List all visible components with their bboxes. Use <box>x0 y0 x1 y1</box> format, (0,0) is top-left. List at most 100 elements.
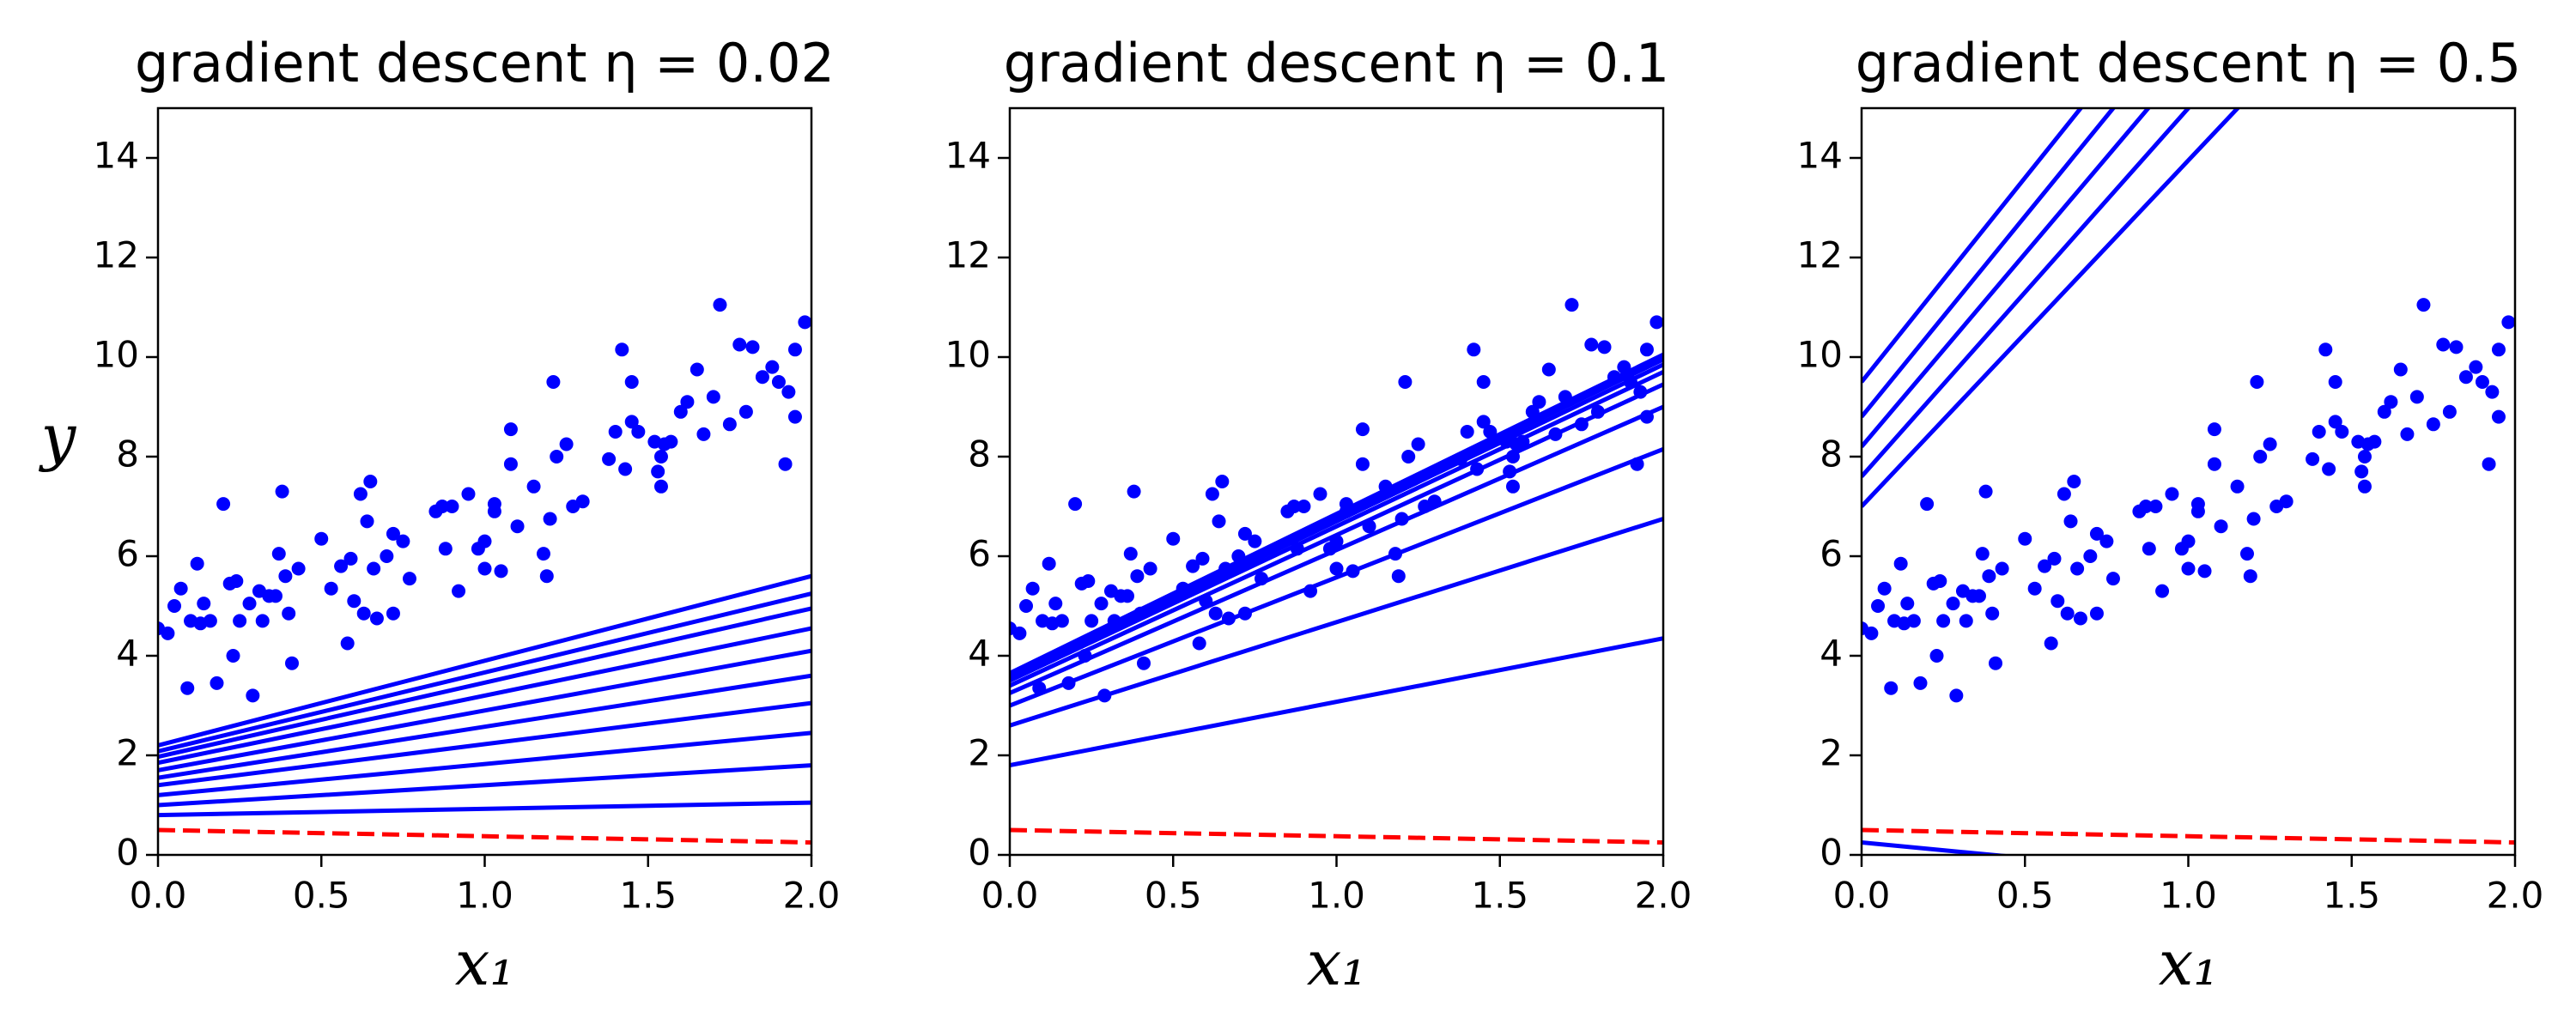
x-tick-label: 0.0 <box>981 875 1039 917</box>
point <box>1900 597 1915 611</box>
point <box>2063 514 2078 529</box>
point <box>1476 415 1491 429</box>
line <box>158 700 811 788</box>
point <box>1094 597 1109 611</box>
point <box>1215 475 1230 488</box>
x-tick-label: 1.5 <box>619 875 677 917</box>
point <box>356 606 371 621</box>
y-tick-label: 0 <box>1820 832 1843 874</box>
y-tick-label: 10 <box>94 334 139 376</box>
x-tick-label: 0.0 <box>130 875 187 917</box>
x-tick-label: 1.5 <box>2323 875 2380 917</box>
line <box>158 573 811 748</box>
x-tick-label: 0.0 <box>1833 875 1891 917</box>
point <box>536 547 550 561</box>
point <box>2044 636 2058 651</box>
point <box>680 395 695 409</box>
point <box>1460 425 1474 439</box>
point <box>268 589 283 603</box>
point <box>781 385 796 399</box>
y-tick-label: 14 <box>94 135 139 177</box>
point <box>2067 475 2081 488</box>
point <box>543 512 557 526</box>
point <box>402 572 416 586</box>
point <box>2279 494 2293 509</box>
point <box>798 315 811 330</box>
point <box>755 370 769 385</box>
point <box>2148 500 2163 513</box>
point <box>2384 395 2398 409</box>
point <box>2089 606 2104 621</box>
point <box>2214 519 2228 534</box>
point <box>1871 599 1886 613</box>
y-tick-label: 12 <box>1797 234 1843 276</box>
x-tick-label: 1.0 <box>1308 875 1365 917</box>
point <box>340 636 355 651</box>
point <box>1287 500 1302 513</box>
point <box>1505 479 1520 494</box>
point <box>696 427 711 441</box>
point <box>1048 597 1063 611</box>
point <box>386 606 400 621</box>
line <box>1862 108 2191 478</box>
point <box>216 497 231 512</box>
point <box>190 556 204 571</box>
point <box>1313 487 1327 501</box>
point <box>624 375 639 389</box>
point <box>653 479 668 494</box>
point <box>1186 559 1200 573</box>
point <box>539 569 554 584</box>
point <box>452 584 466 598</box>
y-tick-label: 10 <box>1797 334 1843 376</box>
point <box>2357 450 2372 464</box>
point <box>2426 417 2440 432</box>
point <box>2139 500 2154 513</box>
point <box>435 500 450 513</box>
line <box>158 648 811 772</box>
point <box>285 656 300 670</box>
point <box>510 519 525 534</box>
point <box>1877 581 1892 596</box>
point <box>226 649 240 663</box>
y-axis-label: y <box>39 401 77 473</box>
point <box>1195 551 1210 566</box>
point <box>2207 422 2221 437</box>
point <box>2357 479 2372 494</box>
line <box>158 606 811 760</box>
point <box>477 534 492 548</box>
point <box>1401 450 1416 464</box>
point <box>1019 599 1034 613</box>
point <box>1012 626 1027 640</box>
point <box>369 611 384 626</box>
axes-frame <box>1008 106 1665 857</box>
point <box>334 559 349 573</box>
point <box>1906 614 1921 628</box>
point <box>1913 676 1928 690</box>
line <box>1010 352 1663 676</box>
line <box>1010 362 1663 681</box>
point <box>353 487 368 501</box>
line <box>158 626 811 766</box>
point <box>2099 534 2114 548</box>
point <box>2393 362 2408 377</box>
point <box>2038 559 2052 573</box>
point <box>1959 614 1973 628</box>
point <box>2181 534 2196 548</box>
y-tick-label: 4 <box>968 633 991 675</box>
y-tick-label: 0 <box>968 832 991 874</box>
point <box>2328 375 2342 389</box>
point <box>1192 636 1206 651</box>
point <box>1130 569 1145 584</box>
point <box>503 457 518 471</box>
point <box>1329 561 1344 576</box>
point <box>343 551 358 566</box>
point <box>2060 606 2075 621</box>
point <box>1476 375 1491 389</box>
point <box>210 676 224 690</box>
line <box>158 763 811 808</box>
point <box>2250 375 2264 389</box>
point <box>494 564 508 579</box>
point <box>1978 484 1993 499</box>
point <box>246 688 260 703</box>
point <box>271 547 286 561</box>
